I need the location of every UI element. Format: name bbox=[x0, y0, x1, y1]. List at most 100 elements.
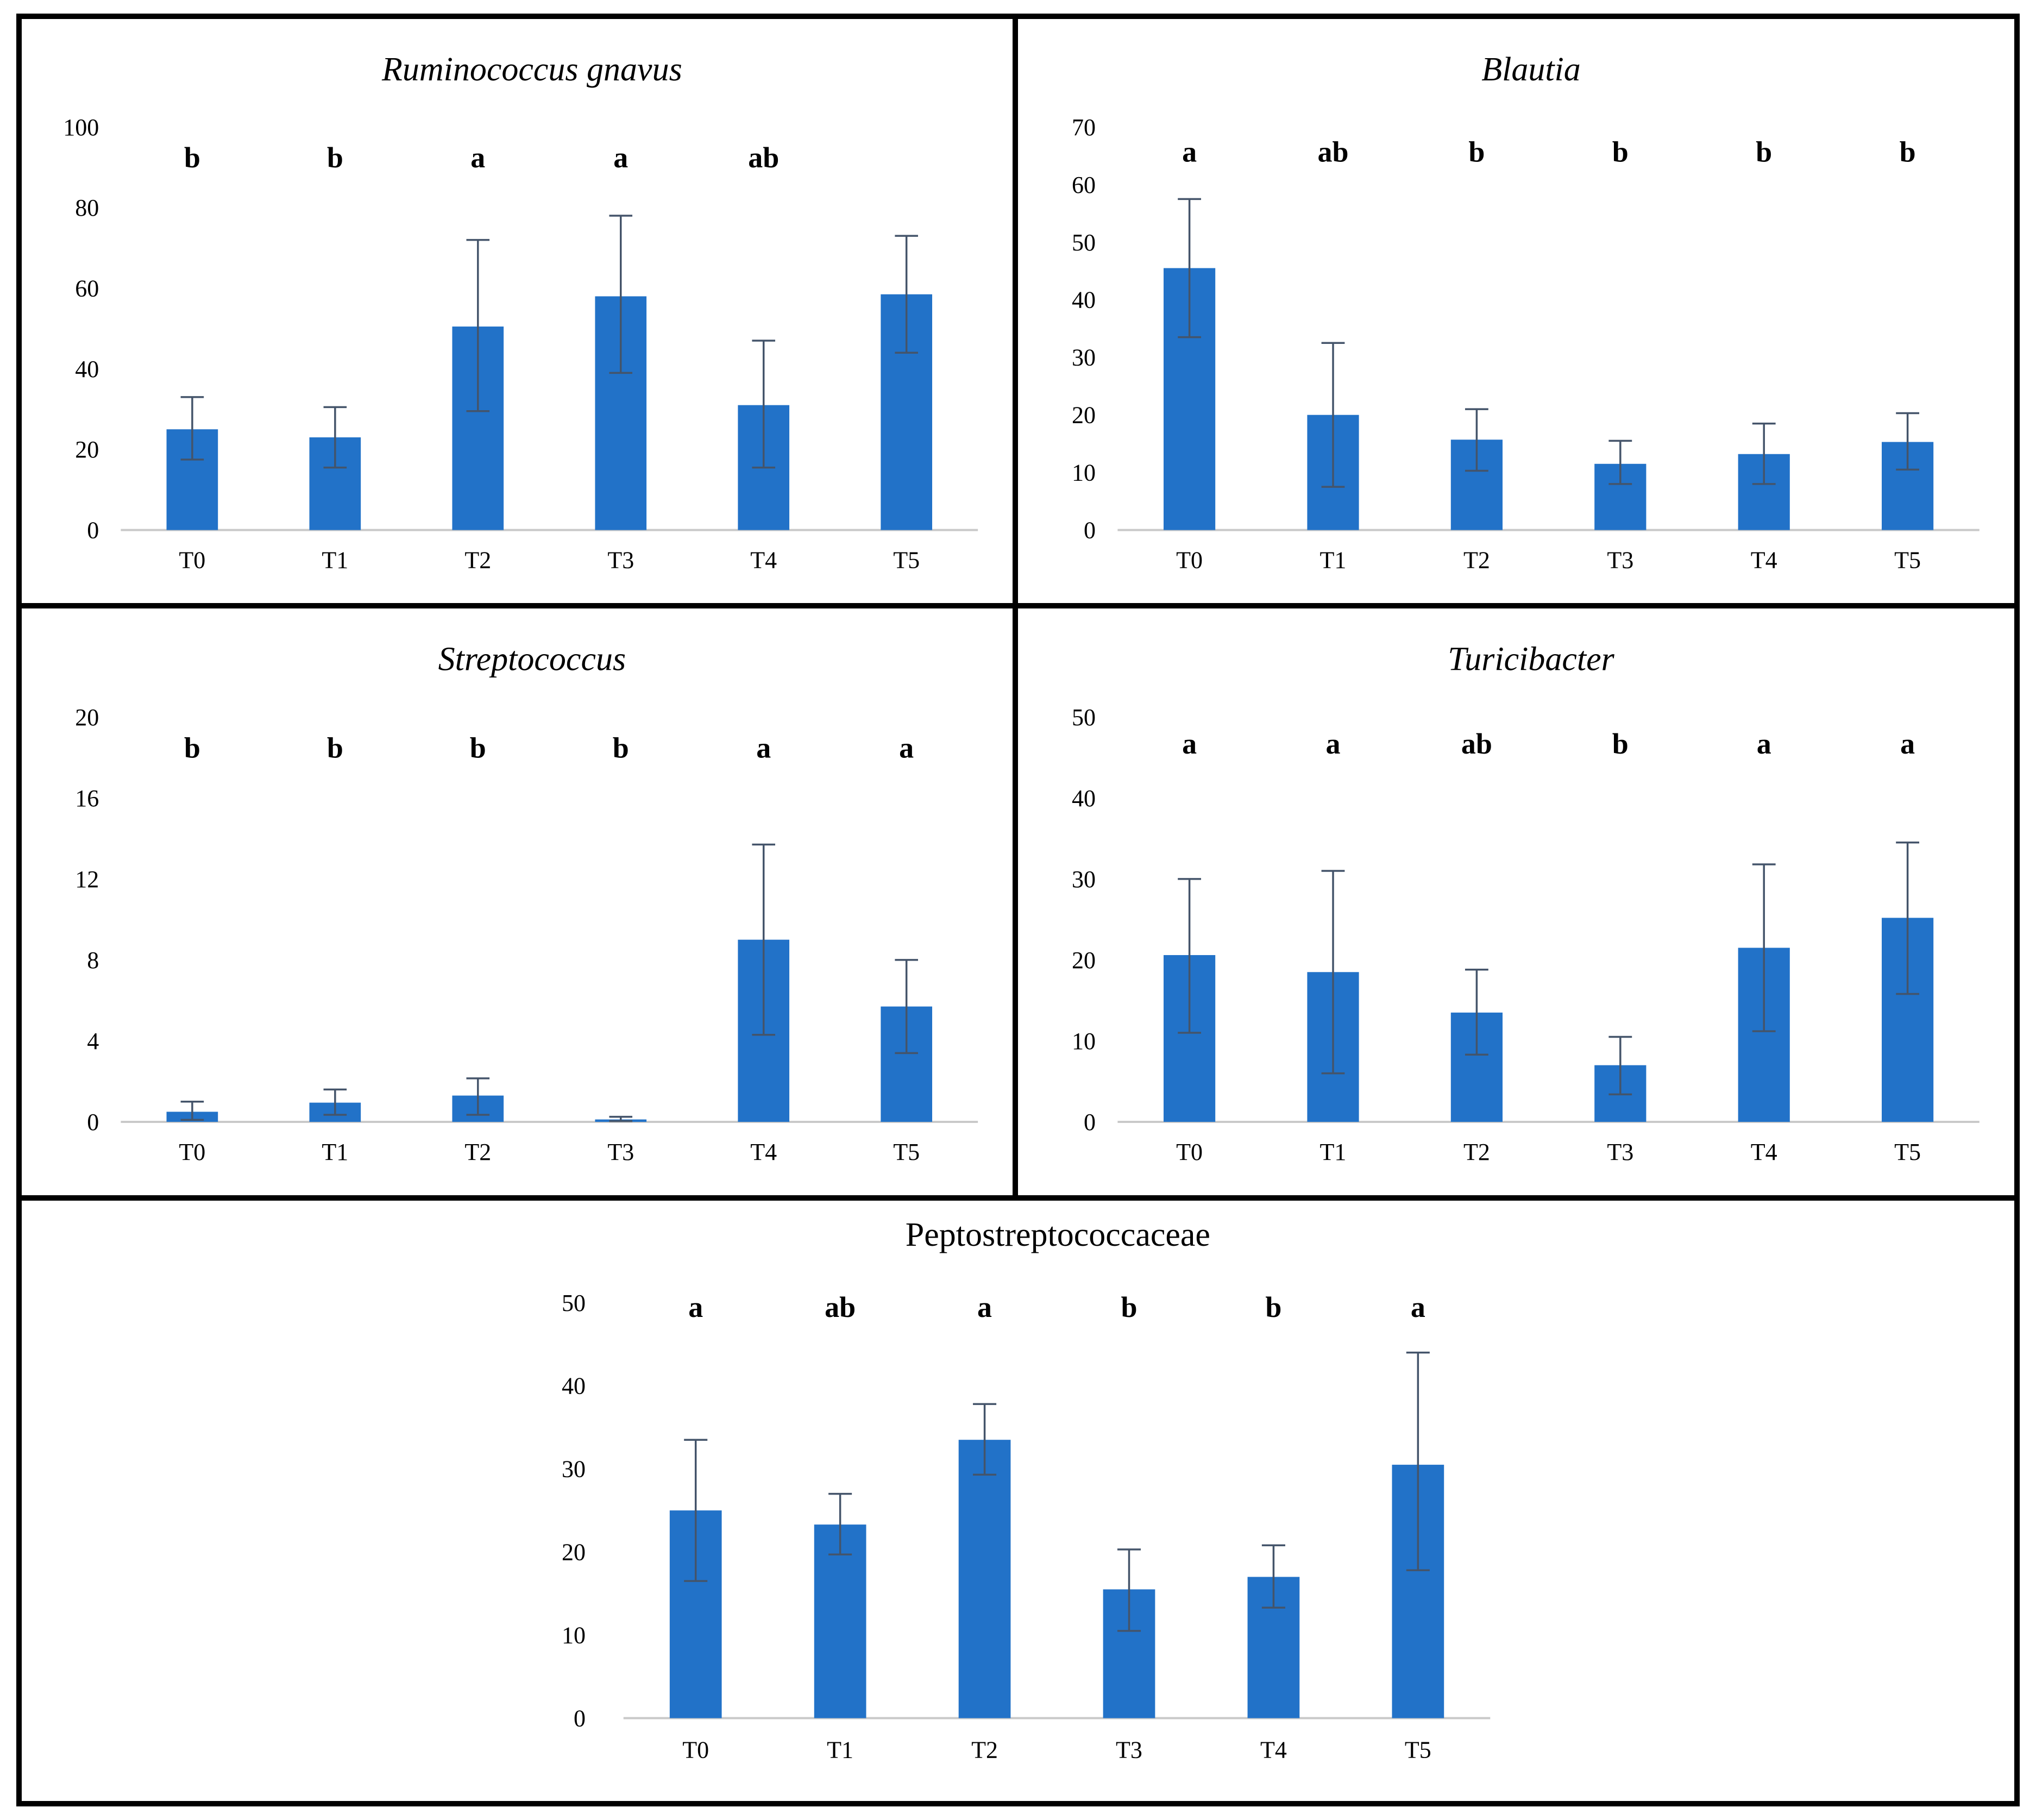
x-category-label-T1: T1 bbox=[827, 1736, 853, 1763]
y-tick-label: 0 bbox=[87, 517, 99, 544]
x-category-label-T2: T2 bbox=[1463, 547, 1490, 574]
y-tick-label: 20 bbox=[562, 1539, 586, 1566]
sig-letter-T1: a bbox=[1326, 727, 1341, 760]
chart-panel-peptostreptococcaceae: Peptostreptococcaceae 0 10 20 30 40 50 a T0 ab T1 a… bbox=[22, 1201, 2014, 1801]
x-category-label-T1: T1 bbox=[322, 1139, 348, 1165]
y-tick-label: 20 bbox=[75, 436, 99, 463]
x-category-label-T1: T1 bbox=[1320, 547, 1347, 574]
x-category-label-T2: T2 bbox=[464, 1139, 491, 1165]
sig-letter-T3: b bbox=[1121, 1291, 1137, 1323]
bar-chart-3: Turicibacter 0 10 20 30 40 50 a T0 a T1 ab T2 b T3 a T4 a… bbox=[1072, 641, 1980, 1165]
bar-chart-2: Streptococcus 0 4 8 12 16 20 b T0 b T1 b T2 b T3 a T4 a T5 bbox=[75, 641, 978, 1165]
y-tick-label: 16 bbox=[75, 785, 99, 812]
x-category-label-T4: T4 bbox=[1751, 1139, 1777, 1165]
x-category-label-T3: T3 bbox=[1116, 1736, 1142, 1763]
x-category-label-T5: T5 bbox=[893, 1139, 920, 1165]
y-tick-label: 40 bbox=[562, 1373, 586, 1399]
y-tick-label: 8 bbox=[87, 947, 99, 974]
sig-letter-T1: b bbox=[327, 731, 343, 764]
bar-chart-0: Ruminococcus gnavus 0 20 40 60 80 100 b T0 b T1 a T2… bbox=[63, 51, 978, 574]
sig-letter-T0: a bbox=[1182, 727, 1197, 760]
sig-letter-T2: ab bbox=[1461, 727, 1492, 760]
x-category-label-T0: T0 bbox=[179, 1139, 205, 1165]
y-tick-label: 20 bbox=[1072, 402, 1096, 429]
x-category-label-T3: T3 bbox=[607, 1139, 634, 1165]
chart-title: Ruminococcus gnavus bbox=[381, 51, 682, 88]
x-category-label-T3: T3 bbox=[1607, 1139, 1633, 1165]
x-category-label-T0: T0 bbox=[179, 547, 205, 574]
y-tick-label: 100 bbox=[63, 114, 99, 141]
y-tick-label: 30 bbox=[1072, 866, 1096, 893]
y-tick-label: 20 bbox=[75, 704, 99, 731]
x-category-label-T5: T5 bbox=[893, 547, 920, 574]
sig-letter-T1: ab bbox=[1317, 135, 1348, 168]
y-tick-label: 40 bbox=[75, 356, 99, 382]
x-category-label-T3: T3 bbox=[607, 547, 634, 574]
x-category-label-T0: T0 bbox=[682, 1736, 709, 1763]
sig-letter-T0: b bbox=[184, 141, 200, 174]
chart-panel-turicibacter: Turicibacter 0 10 20 30 40 50 a T0 a T1 ab T2 b T3 a T4 a… bbox=[1018, 608, 2014, 1201]
x-category-label-T4: T4 bbox=[1260, 1736, 1287, 1763]
y-tick-label: 40 bbox=[1072, 785, 1096, 812]
y-tick-label: 20 bbox=[1072, 947, 1096, 974]
sig-letter-T4: b bbox=[1265, 1291, 1281, 1323]
x-category-label-T3: T3 bbox=[1607, 547, 1633, 574]
y-tick-label: 0 bbox=[1084, 1109, 1096, 1135]
sig-letter-T4: a bbox=[1757, 727, 1771, 760]
bar-T1 bbox=[814, 1524, 866, 1718]
sig-letter-T5: a bbox=[1900, 727, 1915, 760]
microbiome-bar-charts-figure: Ruminococcus gnavus 0 20 40 60 80 100 b T0 b T1 a T2… bbox=[16, 14, 2020, 1806]
y-tick-label: 0 bbox=[87, 1109, 99, 1135]
sig-letter-T3: a bbox=[613, 141, 628, 174]
chart-title: Streptococcus bbox=[438, 641, 626, 677]
bar-chart-1: Blautia 0 10 20 30 40 50 60 70 a T0 ab T1 b T2 b T3 b T4 b T… bbox=[1072, 51, 1980, 574]
x-category-label-T1: T1 bbox=[1320, 1139, 1347, 1165]
sig-letter-T1: b bbox=[327, 141, 343, 174]
y-tick-label: 50 bbox=[1072, 229, 1096, 256]
y-tick-label: 40 bbox=[1072, 287, 1096, 313]
x-category-label-T5: T5 bbox=[1894, 1139, 1921, 1165]
sig-letter-T3: b bbox=[1612, 727, 1629, 760]
x-category-label-T2: T2 bbox=[1463, 1139, 1490, 1165]
y-tick-label: 4 bbox=[87, 1028, 99, 1055]
sig-letter-T4: b bbox=[1756, 135, 1772, 168]
y-tick-label: 30 bbox=[562, 1456, 586, 1483]
x-category-label-T2: T2 bbox=[464, 547, 491, 574]
y-tick-label: 0 bbox=[1084, 517, 1096, 544]
chart-panel-ruminococcus-gnavus: Ruminococcus gnavus 0 20 40 60 80 100 b T0 b T1 a T2… bbox=[22, 19, 1018, 608]
x-category-label-T4: T4 bbox=[1751, 547, 1777, 574]
y-tick-label: 50 bbox=[1072, 704, 1096, 731]
bar-T2 bbox=[958, 1440, 1011, 1718]
sig-letter-T4: a bbox=[756, 731, 771, 764]
y-tick-label: 70 bbox=[1072, 114, 1096, 141]
x-category-label-T1: T1 bbox=[322, 547, 348, 574]
x-category-label-T2: T2 bbox=[971, 1736, 998, 1763]
sig-letter-T2: b bbox=[1468, 135, 1485, 168]
sig-letter-T3: b bbox=[613, 731, 629, 764]
sig-letter-T2: a bbox=[470, 141, 485, 174]
x-category-label-T0: T0 bbox=[1176, 547, 1203, 574]
y-tick-label: 0 bbox=[574, 1705, 586, 1731]
y-tick-label: 60 bbox=[1072, 172, 1096, 198]
sig-letter-T5: b bbox=[1900, 135, 1916, 168]
y-tick-label: 60 bbox=[75, 275, 99, 302]
chart-panel-streptococcus: Streptococcus 0 4 8 12 16 20 b T0 b T1 b T2 b T3 a T4 a T5 bbox=[22, 608, 1018, 1201]
sig-letter-T5: a bbox=[1411, 1291, 1425, 1323]
sig-letter-T5: a bbox=[899, 731, 914, 764]
chart-panel-blautia: Blautia 0 10 20 30 40 50 60 70 a T0 ab T1 b T2 b T3 b T4 b T… bbox=[1018, 19, 2014, 608]
y-tick-label: 80 bbox=[75, 194, 99, 221]
x-category-label-T4: T4 bbox=[750, 1139, 777, 1165]
y-tick-label: 10 bbox=[1072, 460, 1096, 486]
sig-letter-T2: a bbox=[977, 1291, 992, 1323]
chart-title: Turicibacter bbox=[1448, 641, 1614, 677]
sig-letter-T0: a bbox=[688, 1291, 703, 1323]
chart-title: Blautia bbox=[1481, 51, 1581, 88]
sig-letter-T0: b bbox=[184, 731, 200, 764]
sig-letter-T4: ab bbox=[748, 141, 779, 174]
sig-letter-T2: b bbox=[470, 731, 486, 764]
chart-title: Peptostreptococcaceae bbox=[906, 1216, 1210, 1253]
x-category-label-T0: T0 bbox=[1176, 1139, 1203, 1165]
y-tick-label: 12 bbox=[75, 866, 99, 893]
x-category-label-T4: T4 bbox=[750, 547, 777, 574]
